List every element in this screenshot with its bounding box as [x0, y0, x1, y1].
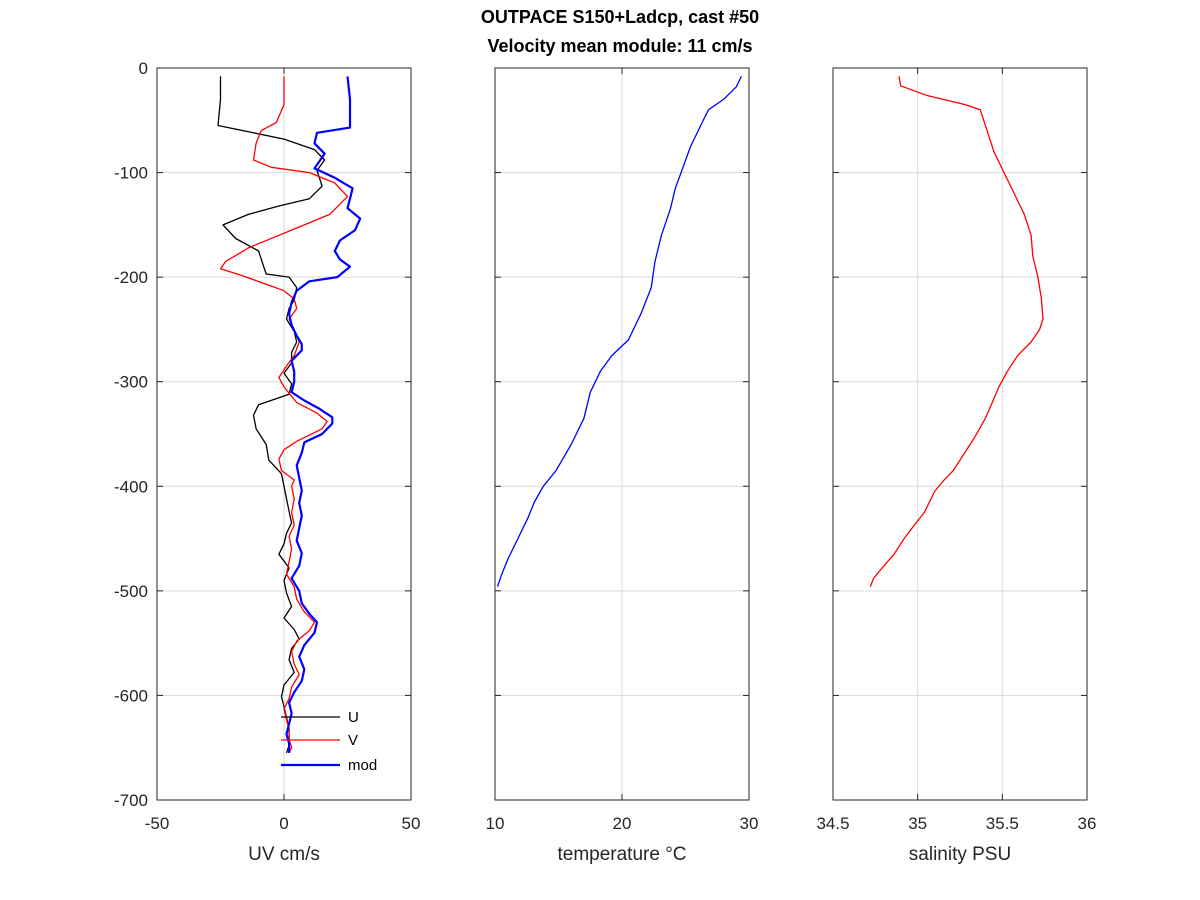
x-axis-label: salinity PSU: [909, 844, 1011, 865]
x-tick-label: 30: [740, 814, 759, 833]
y-tick-label: -600: [114, 686, 148, 705]
y-tick-label: 0: [139, 59, 148, 78]
x-tick-label: 50: [402, 814, 421, 833]
x-tick-label: -50: [145, 814, 170, 833]
legend-label-U: U: [348, 709, 359, 726]
series-line-panel-3: [869, 76, 1044, 587]
y-tick-label: -400: [114, 477, 148, 496]
panel-3: 34.5 35 35.5 36 salinity PSU: [816, 67, 1097, 865]
chart-title-line-1: OUTPACE S150+Ladcp, cast #50: [481, 7, 759, 27]
y-tick-label: -300: [114, 373, 148, 392]
y-tick-label: -100: [114, 164, 148, 183]
chart-title-line-2: Velocity mean module: 11 cm/s: [487, 36, 752, 56]
series-line-U: [217, 76, 326, 754]
y-tick-label: -700: [114, 791, 148, 810]
legend-label-mod: mod: [348, 757, 377, 774]
series-line-V: [219, 76, 349, 754]
y-tick-label: -200: [114, 268, 148, 287]
x-tick-label: 34.5: [816, 814, 849, 833]
x-tick-label: 20: [613, 814, 632, 833]
x-axis-label: UV cm/s: [248, 844, 320, 865]
plot-area: [833, 68, 1087, 800]
x-tick-label: 35.5: [986, 814, 1019, 833]
y-tick-label: -500: [114, 582, 148, 601]
legend-label-V: V: [348, 732, 358, 749]
x-axis-label: temperature °C: [557, 844, 686, 865]
panel-2: 10 20 30 temperature °C: [486, 67, 759, 865]
series-line-mod: [285, 76, 362, 753]
x-tick-label: 0: [279, 814, 288, 833]
x-tick-label: 36: [1078, 814, 1097, 833]
series-line-panel-2: [496, 76, 742, 587]
x-tick-label: 35: [908, 814, 927, 833]
axes-box: [832, 67, 1088, 801]
x-tick-label: 10: [486, 814, 505, 833]
